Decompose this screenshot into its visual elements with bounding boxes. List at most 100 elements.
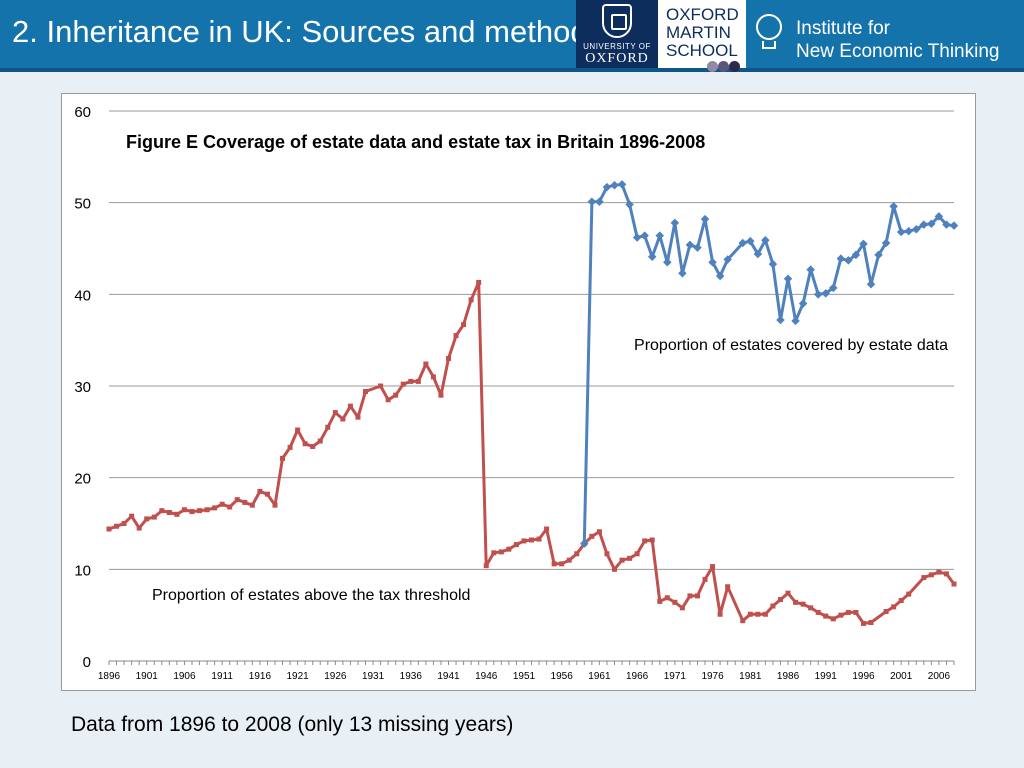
x-tick-label: 1971 xyxy=(664,671,687,682)
x-tick-label: 1991 xyxy=(815,671,838,682)
chart-title: Figure E Coverage of estate data and est… xyxy=(126,132,705,152)
slide-title: 2. Inheritance in UK: Sources and method… xyxy=(12,14,604,49)
data-point xyxy=(928,572,934,578)
data-point xyxy=(702,576,708,582)
data-point xyxy=(604,551,610,557)
data-point xyxy=(936,569,942,575)
data-point xyxy=(783,274,793,283)
martin-logo-line2: MARTIN xyxy=(666,23,731,42)
data-point xyxy=(693,243,702,252)
data-point xyxy=(642,538,648,544)
data-point xyxy=(762,611,768,617)
data-point xyxy=(793,599,799,605)
data-point xyxy=(544,526,550,532)
data-point xyxy=(580,539,589,548)
x-tick-label: 1951 xyxy=(513,671,536,682)
data-point xyxy=(197,508,203,514)
x-tick-label: 1946 xyxy=(475,671,498,682)
x-tick-label: 1906 xyxy=(173,671,196,682)
data-point xyxy=(461,322,467,328)
data-point xyxy=(657,598,663,604)
x-tick-label: 1911 xyxy=(211,671,233,682)
data-point xyxy=(423,361,429,367)
data-point xyxy=(363,389,369,394)
data-point xyxy=(798,299,808,308)
data-point xyxy=(574,551,580,557)
data-point xyxy=(723,255,732,264)
banner-divider xyxy=(0,68,1024,72)
data-point xyxy=(949,221,959,230)
data-point xyxy=(755,611,761,617)
line-chart: 0 10 20 30 40 50 60 1896 1901 1906 1911 1916 1921 192… xyxy=(74,104,959,682)
x-tick-label: 1916 xyxy=(249,671,272,682)
x-tick-label: 1966 xyxy=(626,671,649,682)
logo-dot-1 xyxy=(707,61,718,72)
data-point xyxy=(610,181,619,190)
oxford-martin-school-logo: OXFORD MARTIN SCHOOL xyxy=(658,0,746,68)
data-point xyxy=(529,537,534,543)
x-tick-label: 1986 xyxy=(777,671,800,682)
data-point xyxy=(679,605,685,611)
data-point xyxy=(498,549,504,555)
data-point xyxy=(408,378,414,384)
series-annotation-1: Proportion of estates above the tax thre… xyxy=(152,587,470,604)
data-point xyxy=(227,504,233,510)
x-tick-label: 1896 xyxy=(98,671,121,682)
data-point xyxy=(836,254,846,263)
data-point xyxy=(114,523,120,529)
data-point xyxy=(883,609,889,614)
data-point xyxy=(340,416,346,422)
data-point xyxy=(234,497,240,503)
oxford-university-logo: UNIVERSITY OF OXFORD xyxy=(576,0,658,68)
data-point xyxy=(468,297,474,303)
data-point xyxy=(777,597,783,603)
data-point xyxy=(521,538,527,544)
data-point xyxy=(438,392,444,398)
data-point xyxy=(951,581,957,587)
data-point xyxy=(453,333,459,339)
data-point xyxy=(806,265,815,274)
data-point xyxy=(332,410,338,416)
data-point xyxy=(506,546,512,552)
data-point xyxy=(378,383,384,389)
y-tick-label: 10 xyxy=(74,562,91,579)
data-point xyxy=(272,502,278,508)
data-point xyxy=(670,218,680,228)
x-tick-label: 1931 xyxy=(362,671,385,682)
y-tick-label: 0 xyxy=(83,654,91,671)
data-point xyxy=(904,226,913,236)
inet-logo: Institute for New Economic Thinking xyxy=(746,0,1024,68)
data-point xyxy=(649,537,655,543)
data-point xyxy=(725,584,731,590)
data-point xyxy=(617,180,627,189)
data-point xyxy=(611,566,617,572)
data-point xyxy=(513,542,519,548)
data-point xyxy=(860,620,866,626)
data-point xyxy=(559,561,565,567)
series-annotation-2: Proportion of estates covered by estate … xyxy=(634,337,948,354)
data-point xyxy=(587,197,597,206)
data-point xyxy=(747,611,753,617)
data-point xyxy=(151,514,157,520)
data-point xyxy=(700,214,710,224)
martin-logo-line1: OXFORD xyxy=(666,5,739,24)
data-point xyxy=(596,529,602,535)
oxford-logo-small-text: UNIVERSITY OF xyxy=(583,42,651,51)
data-point xyxy=(845,609,851,615)
data-point xyxy=(257,488,263,494)
data-point xyxy=(868,620,874,625)
data-point xyxy=(627,555,633,561)
data-point xyxy=(551,561,557,567)
data-point xyxy=(264,491,270,497)
lightbulb-icon xyxy=(756,14,782,40)
data-point xyxy=(838,612,844,618)
data-point xyxy=(898,598,904,603)
y-tick-label: 30 xyxy=(74,379,91,396)
data-point xyxy=(204,507,210,513)
data-point xyxy=(768,259,778,269)
data-point xyxy=(491,550,497,556)
x-tick-label: 1956 xyxy=(551,671,574,682)
data-point xyxy=(310,444,316,449)
data-point xyxy=(159,508,165,514)
data-point xyxy=(212,505,218,511)
